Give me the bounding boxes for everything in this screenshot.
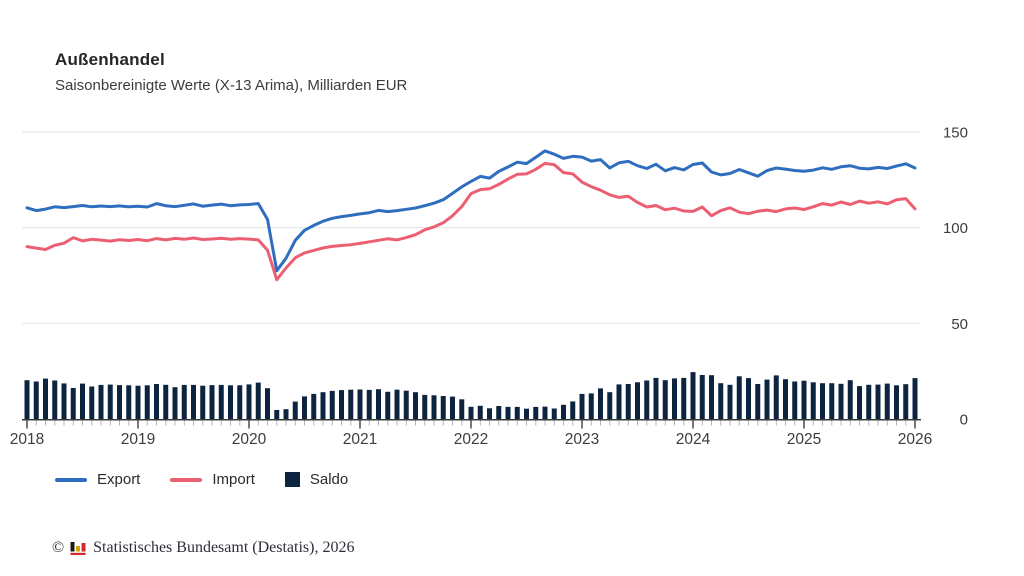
gridlines bbox=[22, 131, 921, 324]
export-line-swatch bbox=[55, 477, 87, 482]
svg-text:2020: 2020 bbox=[232, 431, 267, 448]
source-text: Statistisches Bundesamt (Destatis), 2026 bbox=[93, 539, 355, 556]
svg-text:2025: 2025 bbox=[787, 431, 821, 448]
svg-text:50: 50 bbox=[951, 316, 968, 333]
chart-legend: Export Import Saldo bbox=[55, 471, 348, 488]
legend-label-export: Export bbox=[97, 471, 141, 488]
x-axis-ticks bbox=[26, 420, 916, 429]
import-line bbox=[25, 161, 917, 282]
svg-text:2022: 2022 bbox=[454, 431, 488, 448]
chart-subtitle: Saisonbereinigte Werte (X-13 Arima), Mil… bbox=[55, 77, 408, 94]
copyright-symbol: © bbox=[52, 539, 65, 556]
chart-header: Außenhandel Saisonbereinigte Werte (X-13… bbox=[55, 50, 407, 94]
export-line bbox=[25, 149, 917, 273]
source-attribution: © Statistisches Bundesamt (Destatis), 20… bbox=[52, 539, 354, 557]
svg-text:100: 100 bbox=[943, 220, 968, 237]
x-axis-labels: 2018 2019 2020 2021 2022 2023 2024 2025 2026 bbox=[10, 431, 932, 448]
legend-item-import[interactable]: Import bbox=[170, 471, 255, 488]
import-line-swatch bbox=[170, 477, 203, 482]
saldo-bar-swatch bbox=[284, 472, 300, 487]
legend-item-export[interactable]: Export bbox=[55, 471, 140, 488]
svg-text:2024: 2024 bbox=[676, 431, 711, 448]
svg-text:2026: 2026 bbox=[898, 431, 932, 448]
svg-text:150: 150 bbox=[943, 125, 968, 142]
svg-text:2021: 2021 bbox=[343, 431, 377, 448]
svg-text:2023: 2023 bbox=[565, 431, 599, 448]
svg-text:2019: 2019 bbox=[121, 431, 155, 448]
legend-label-import: Import bbox=[212, 471, 255, 488]
svg-text:2018: 2018 bbox=[10, 431, 44, 448]
y-axis-labels: 0 50 100 150 bbox=[943, 125, 968, 429]
destatis-logo-icon bbox=[70, 540, 87, 556]
svg-text:0: 0 bbox=[960, 412, 968, 429]
legend-label-saldo: Saldo bbox=[309, 471, 349, 488]
legend-item-saldo[interactable]: Saldo bbox=[284, 471, 349, 488]
page-title: Außenhandel bbox=[55, 50, 165, 69]
saldo-bars bbox=[24, 372, 918, 419]
